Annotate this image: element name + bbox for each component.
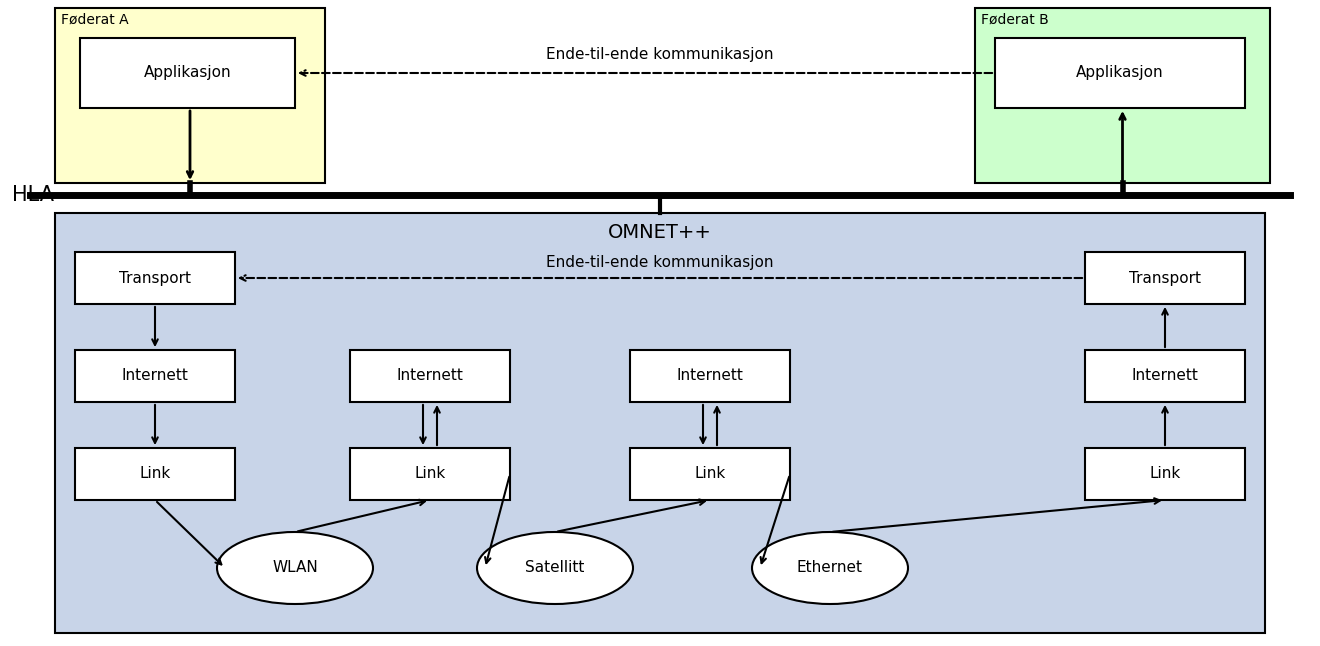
Text: HLA: HLA	[12, 185, 54, 205]
FancyBboxPatch shape	[55, 8, 325, 183]
Text: Applikasjon: Applikasjon	[144, 65, 231, 81]
Ellipse shape	[752, 532, 908, 604]
Text: Internett: Internett	[1131, 368, 1199, 384]
FancyBboxPatch shape	[81, 38, 294, 108]
FancyBboxPatch shape	[350, 350, 510, 402]
Text: Internett: Internett	[121, 368, 189, 384]
FancyBboxPatch shape	[1085, 350, 1245, 402]
FancyBboxPatch shape	[75, 252, 235, 304]
Text: Internett: Internett	[677, 368, 743, 384]
Text: Link: Link	[694, 466, 726, 481]
Text: Satellitt: Satellitt	[525, 561, 585, 576]
Text: WLAN: WLAN	[272, 561, 318, 576]
FancyBboxPatch shape	[630, 448, 789, 500]
FancyBboxPatch shape	[350, 448, 510, 500]
Ellipse shape	[477, 532, 634, 604]
Text: Applikasjon: Applikasjon	[1076, 65, 1164, 81]
Text: Transport: Transport	[119, 271, 191, 286]
FancyBboxPatch shape	[630, 350, 789, 402]
FancyBboxPatch shape	[1085, 252, 1245, 304]
Text: OMNET++: OMNET++	[609, 224, 711, 242]
FancyBboxPatch shape	[995, 38, 1245, 108]
FancyBboxPatch shape	[55, 213, 1265, 633]
FancyBboxPatch shape	[1085, 448, 1245, 500]
Text: Ende-til-ende kommunikasjon: Ende-til-ende kommunikasjon	[546, 48, 774, 63]
Text: Ethernet: Ethernet	[797, 561, 863, 576]
Text: Føderat B: Føderat B	[981, 13, 1049, 27]
Text: Link: Link	[414, 466, 446, 481]
Text: Link: Link	[140, 466, 170, 481]
Text: Internett: Internett	[396, 368, 463, 384]
FancyBboxPatch shape	[75, 350, 235, 402]
Text: Ende-til-ende kommunikasjon: Ende-til-ende kommunikasjon	[546, 255, 774, 269]
FancyBboxPatch shape	[75, 448, 235, 500]
Text: Transport: Transport	[1129, 271, 1201, 286]
Text: Link: Link	[1150, 466, 1180, 481]
Ellipse shape	[216, 532, 374, 604]
Text: Føderat A: Føderat A	[61, 13, 128, 27]
FancyBboxPatch shape	[975, 8, 1270, 183]
